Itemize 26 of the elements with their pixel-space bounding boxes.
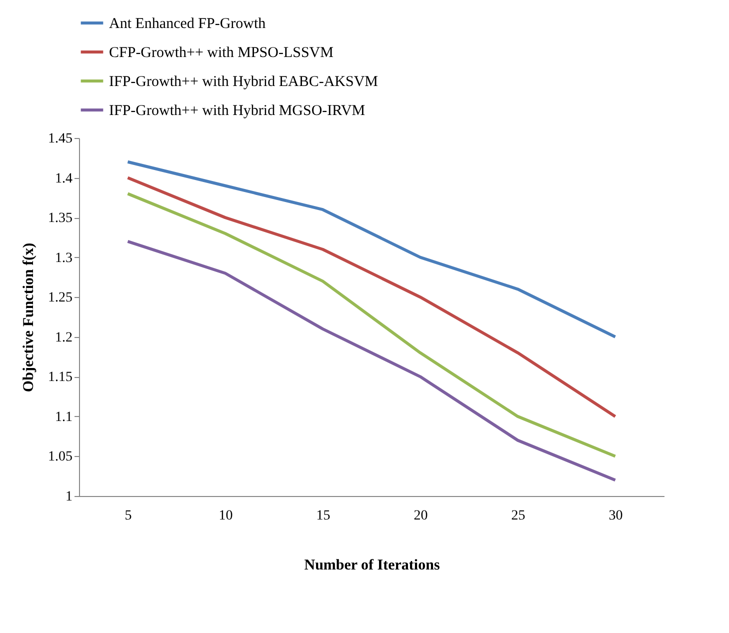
y-tick-label: 1 — [66, 490, 72, 504]
legend-label: IFP-Growth++ with Hybrid EABC-AKSVM — [109, 74, 378, 90]
y-axis-title: Objective Function f(x) — [21, 242, 37, 392]
y-tick-label: 1.05 — [48, 450, 72, 465]
legend-label: CFP-Growth++ with MPSO-LSSVM — [109, 45, 334, 61]
y-tick-label: 1.15 — [48, 370, 72, 386]
x-axis-title: Number of Iterations — [304, 558, 440, 574]
y-tick-label: 1.2 — [55, 330, 72, 346]
legend-label: IFP-Growth++ with Hybrid MGSO-IRVM — [109, 103, 366, 119]
x-tick-label: 10 — [218, 508, 233, 524]
line-series — [126, 240, 617, 482]
y-tick-label: 1.4 — [55, 171, 72, 186]
x-tick-label: 20 — [414, 508, 428, 524]
y-tick-label: 1.25 — [48, 290, 72, 306]
y-tick-label: 1.45 — [48, 132, 72, 146]
y-tick-label: 1.1 — [55, 410, 72, 425]
x-tick-label: 30 — [608, 508, 623, 524]
y-tick-label: 1.35 — [48, 211, 72, 226]
legend-label: Ant Enhanced FP-Growth — [109, 16, 266, 32]
y-tick-label: 1.3 — [55, 250, 72, 266]
line-series — [126, 176, 617, 418]
line-series — [126, 160, 617, 338]
x-tick-label: 25 — [511, 508, 526, 524]
x-tick-label: 5 — [124, 508, 132, 524]
line-series — [126, 192, 617, 458]
x-tick-label: 15 — [316, 508, 330, 524]
